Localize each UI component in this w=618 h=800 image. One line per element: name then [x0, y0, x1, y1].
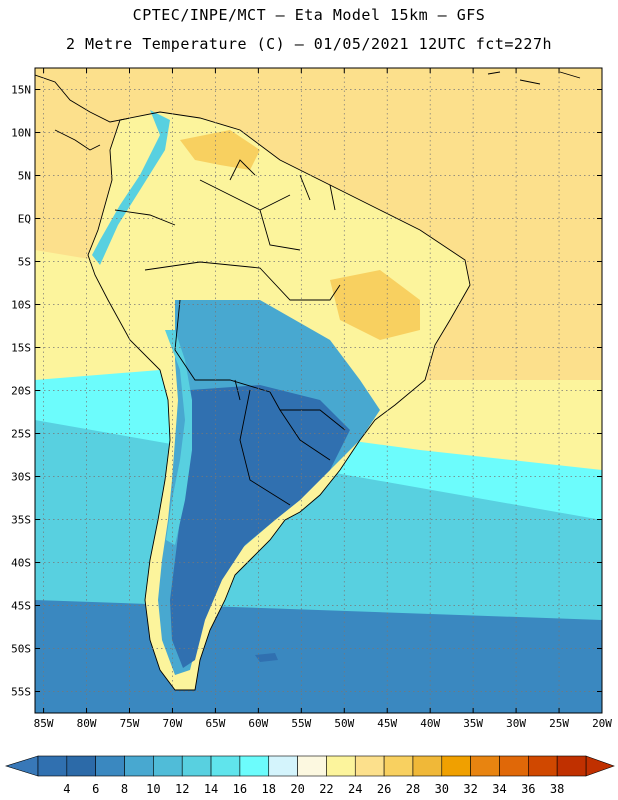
colorbar-label: 38 [550, 782, 564, 796]
colorbar-label: 22 [319, 782, 333, 796]
lon-label: 85W [34, 717, 54, 730]
temperature-map: 15N 10N 5N EQ 5S 10S 15S 20S 25S 30S 35S 40S 45S 50S 5… [11, 67, 613, 730]
lon-label: 50W [334, 717, 354, 730]
colorbar-swatch [37, 755, 68, 777]
lat-label: 5S [18, 256, 31, 269]
colorbar-label: 24 [348, 782, 362, 796]
central-america-coast [35, 74, 131, 151]
colorbar-swatch [153, 755, 183, 777]
lat-label: 55S [11, 686, 31, 699]
colorbar-swatch [441, 755, 471, 777]
colorbar-swatches [4, 755, 615, 777]
caribbean-islands [487, 71, 581, 85]
colorbar-over-arrow [585, 755, 615, 777]
colorbar-swatch [124, 755, 154, 777]
colorbar-swatch [499, 755, 529, 777]
land-hot-regions [180, 130, 420, 340]
lat-label: 5N [18, 170, 31, 183]
colorbar-label: 32 [463, 782, 477, 796]
colorbar-label: 8 [121, 782, 128, 796]
colorbar-label: 16 [233, 782, 247, 796]
lat-label: 40S [11, 557, 31, 570]
colorbar-label: 20 [290, 782, 304, 796]
lon-label: 20W [592, 717, 612, 730]
colorbar-label: 14 [204, 782, 218, 796]
map-ticks [35, 68, 603, 713]
colorbar-swatch [528, 755, 558, 777]
lon-label: 30W [506, 717, 526, 730]
colorbar-label: 12 [175, 782, 189, 796]
colorbar-labels: 4 6 8 10 12 14 16 18 20 22 24 26 28 30 32 34 36 38 [63, 782, 564, 796]
colorbar-swatch [556, 755, 587, 777]
lat-label: 10S [11, 299, 31, 312]
lon-label: 80W [77, 717, 97, 730]
colorbar-label: 26 [377, 782, 391, 796]
colorbar-swatch [354, 755, 385, 777]
colorbar-swatch [181, 755, 212, 777]
colorbar: 4 6 8 10 12 14 16 18 20 22 24 26 28 30 32 34 36 38 [4, 755, 615, 796]
lat-label: 35S [11, 514, 31, 527]
lon-label: 25W [549, 717, 569, 730]
colorbar-swatch [66, 755, 96, 777]
lat-label: 15N [11, 84, 31, 97]
falkland-islands [255, 653, 278, 662]
colorbar-under-arrow [4, 755, 39, 777]
title-line-1: CPTEC/INPE/MCT – Eta Model 15km – GFS [132, 6, 486, 24]
colorbar-swatch [239, 755, 270, 777]
lat-label: 30S [11, 471, 31, 484]
colorbar-swatch [383, 755, 414, 777]
colorbar-label: 36 [521, 782, 535, 796]
lon-label: 65W [205, 717, 225, 730]
colorbar-swatch [210, 755, 241, 777]
colorbar-swatch [297, 755, 327, 777]
country-borders [114, 159, 346, 506]
title-line-2: 2 Metre Temperature (C) – 01/05/2021 12U… [65, 35, 553, 53]
lat-label: 20S [11, 385, 31, 398]
colorbar-label: 28 [406, 782, 420, 796]
lon-label: 60W [248, 717, 268, 730]
colorbar-swatch [470, 755, 500, 777]
colorbar-swatch [268, 755, 298, 777]
colorbar-label: 34 [492, 782, 506, 796]
lon-label: 35W [463, 717, 483, 730]
pacific-pale-band [35, 250, 160, 380]
lat-label: 15S [11, 342, 31, 355]
lat-label: EQ [18, 213, 31, 226]
colorbar-swatch [326, 755, 356, 777]
lat-label: 10N [11, 127, 31, 140]
lon-label: 70W [163, 717, 183, 730]
colorbar-label: 10 [146, 782, 160, 796]
lon-label: 40W [420, 717, 440, 730]
lon-label: 75W [120, 717, 140, 730]
map-gridlines [35, 68, 603, 713]
coastline [87, 111, 471, 691]
lat-label: 45S [11, 600, 31, 613]
colorbar-label: 6 [92, 782, 99, 796]
lat-label: 50S [11, 643, 31, 656]
latitude-labels: 15N 10N 5N EQ 5S 10S 15S 20S 25S 30S 35S 40S 45S 50S 5… [11, 84, 31, 699]
colorbar-swatch [95, 755, 125, 777]
colorbar-swatch [412, 755, 443, 777]
lat-label: 25S [11, 428, 31, 441]
longitude-labels: 85W 80W 75W 70W 65W 60W 55W 50W 45W 40W 35W 30W 25W 2… [34, 717, 613, 730]
colorbar-label: 30 [435, 782, 449, 796]
lon-label: 55W [291, 717, 311, 730]
colorbar-label: 18 [262, 782, 276, 796]
colorbar-label: 4 [63, 782, 70, 796]
lon-label: 45W [377, 717, 397, 730]
land-cold-region [170, 385, 350, 668]
